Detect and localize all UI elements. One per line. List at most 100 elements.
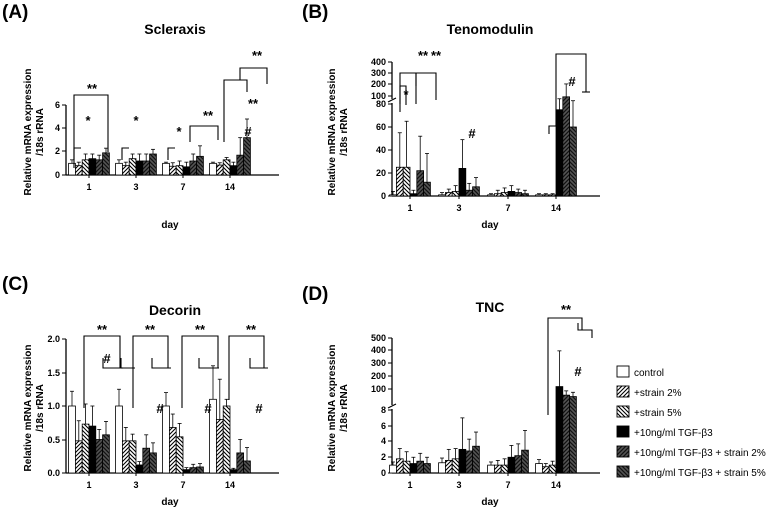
x-tick-label-0-0: 1: [86, 182, 91, 192]
panel-label-c: (C): [2, 274, 28, 295]
bar-2-s3-c2: [182, 469, 191, 474]
legend: control +strain 2% +strain 5% +10ng/ml TGF-…: [616, 365, 766, 479]
sig-label-0-0: **: [87, 81, 98, 96]
bar-2-s4-c0: [95, 439, 104, 474]
bar-3-s2-c1: [451, 458, 460, 474]
bar-1-s2-c1: [451, 190, 460, 197]
bar-0-s4-c0: [95, 159, 104, 176]
bar-1-s3-c0: [409, 193, 418, 197]
sig-label-2-14: **: [145, 322, 156, 337]
sig-bracket-extra-5: [249, 358, 268, 369]
sig-bracket-0-6-0: [239, 67, 268, 84]
x-tick-label-1-0: 1: [407, 203, 412, 213]
bar-3-s3-c2: [507, 456, 516, 474]
y-tick-label-1-8: 400: [371, 57, 386, 67]
bar-0-s3-c2: [182, 166, 191, 176]
x-tick-label-3-1: 3: [456, 480, 461, 490]
y-tick-label-3-7: 300: [371, 358, 386, 368]
legend-label-5: +10ng/ml TGF-β3 + strain 5%: [634, 468, 766, 479]
sig-label-0-2: *: [133, 113, 139, 128]
y-tick-label-0-3: 6: [55, 100, 60, 110]
sig-label-1-12: #: [568, 74, 576, 89]
sig-label-0-1: *: [85, 113, 91, 128]
axis-break-mark-3: [387, 403, 397, 409]
y-tick-label-2-4: 2.0: [47, 334, 60, 344]
bar-2-s3-c0: [88, 425, 97, 474]
x-tick-label-0-2: 7: [180, 182, 185, 192]
bar-1-s5-c3: [569, 126, 577, 197]
legend-label-1: +strain 2%: [634, 388, 682, 399]
panel-title-b: Tenomodulin: [447, 21, 534, 37]
bar-1-s0-c2: [487, 194, 495, 197]
bar-2-s3-c1: [135, 464, 144, 474]
x-tick-label-2-1: 3: [133, 480, 138, 490]
bar-2-s1-c3: [215, 418, 224, 474]
y-tick-label-3-9: 500: [371, 333, 386, 343]
bar-0-s1-c0: [75, 165, 83, 176]
bar-2-s4-c1: [142, 447, 151, 474]
legend-swatch-2: [616, 405, 630, 418]
x-tick-label-1-3: 14: [551, 203, 561, 213]
legend-label-0: control: [634, 368, 664, 379]
sig-label-2-17: #: [103, 351, 111, 366]
ylabel-a: Relative mRNA expression/18s rRNA: [23, 69, 46, 196]
sig-label-3-22: #: [574, 364, 582, 379]
bar-2-s5-c1: [149, 452, 157, 474]
bar-2-s4-c2: [189, 467, 198, 474]
y-tick-label-1-1: 20: [376, 168, 386, 178]
bar-2-s1-c1: [122, 440, 130, 474]
sig-label-2-13: **: [97, 322, 108, 337]
ylabel-a-line1: Relative mRNA expression: [23, 69, 34, 196]
bar-1-s3-c3: [555, 109, 564, 197]
ylabel-a-line2: /18s rRNA: [35, 108, 46, 156]
y-tick-label-2-3: 1.5: [47, 368, 60, 378]
bar-3-s2-c0: [402, 460, 411, 474]
y-tick-label-1-7: 300: [371, 68, 386, 78]
y-tick-label-1-2: 40: [376, 145, 386, 155]
bar-0-s3-c1: [135, 160, 144, 176]
sig-bracket-2-14-0: [132, 335, 169, 408]
bar-1-s2-c3: [548, 194, 557, 197]
legend-swatch-3: [616, 425, 630, 438]
x-tick-label-2-2: 7: [180, 480, 185, 490]
sig-label-2-18: #: [156, 401, 164, 416]
x-tick-label-1-1: 3: [456, 203, 461, 213]
axis-break-mark-1: [387, 97, 397, 103]
sig-label-0-6: **: [248, 96, 259, 111]
bar-1-s4-c1: [465, 189, 473, 197]
bar-1-s1-c0: [395, 166, 404, 197]
y-tick-label-3-2: 4: [381, 436, 386, 446]
bar-3-s0-c3: [535, 463, 543, 474]
bar-2-s5-c0: [102, 434, 110, 474]
bar-2-s2-c2: [175, 436, 184, 474]
sig-label-0-5: **: [252, 48, 263, 63]
y-tick-label-0-0: 0: [55, 170, 60, 180]
bar-3-s4-c0: [416, 460, 424, 474]
y-tick-label-3-6: 200: [371, 371, 386, 381]
bar-3-s0-c1: [438, 462, 446, 474]
bar-0-s2-c1: [128, 158, 137, 176]
y-tick-label-2-1: 0.5: [47, 435, 60, 445]
sig-bracket-extra-4: [198, 358, 219, 369]
bar-1-s0-c1: [438, 194, 446, 197]
ylabel-c: Relative mRNA expression/18s rRNA: [23, 345, 46, 472]
bar-1-s2-c2: [500, 192, 509, 197]
bar-1-s3-c2: [507, 190, 516, 197]
sig-label-2-19: #: [204, 401, 212, 416]
y-tick-label-1-0: 0: [381, 191, 386, 201]
y-tick-label-3-1: 2: [381, 452, 386, 462]
sig-bracket-2-15-0: [181, 335, 219, 408]
bar-1-s1-c1: [444, 192, 453, 197]
xlabel-d: day: [481, 497, 499, 508]
sig-label-0-3: *: [176, 124, 182, 139]
bar-3-s1-c3: [542, 466, 550, 474]
x-tick-label-0-1: 3: [133, 182, 138, 192]
xlabel-b: day: [481, 220, 499, 231]
bar-0-s1-c3: [215, 164, 224, 176]
bar-2-s3-c3: [229, 469, 238, 474]
bar-0-s5-c2: [196, 155, 204, 176]
bar-0-s5-c0: [102, 152, 110, 176]
sig-bracket-0-4-0: [189, 125, 219, 142]
bar-1-s1-c3: [542, 194, 550, 197]
